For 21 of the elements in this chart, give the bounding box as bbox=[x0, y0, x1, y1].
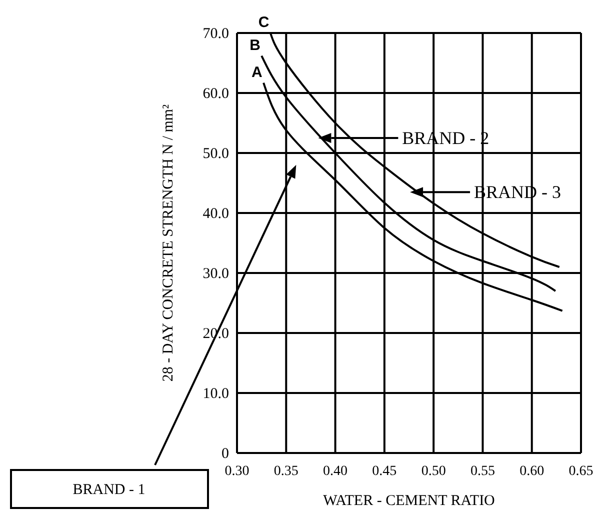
x-tick-label: 0.30 bbox=[224, 464, 250, 479]
y-tick-label: 40.0 bbox=[202, 206, 229, 222]
text: BRAND - 1 bbox=[72, 482, 146, 498]
series-label: B bbox=[250, 36, 261, 54]
y-tick-label: 0 bbox=[222, 446, 229, 462]
x-tick-label: 0.35 bbox=[274, 464, 298, 479]
x-tick-label: 0.60 bbox=[520, 464, 544, 479]
x-tick-label: 0.55 bbox=[470, 464, 495, 479]
x-axis-title: WATER - CEMENT RATIO bbox=[323, 493, 496, 509]
series-label: A bbox=[252, 64, 263, 81]
x-tick-label: 0.50 bbox=[421, 464, 446, 479]
x-tick-label: 0.40 bbox=[323, 464, 348, 479]
y-tick-label: 10.0 bbox=[202, 386, 229, 402]
x-tick-label: 0.45 bbox=[372, 464, 397, 479]
x-tick-label: 0.65 bbox=[568, 464, 594, 479]
y-tick-label: 30.0 bbox=[202, 266, 229, 282]
y-tick-label: 70.0 bbox=[202, 26, 229, 42]
y-tick-label: 50.0 bbox=[202, 146, 229, 162]
y-tick-label: 60.0 bbox=[202, 86, 229, 102]
y-axis-title: 28 - DAY CONCRETE STRENGTH N / mm² bbox=[160, 104, 176, 382]
series-label: C bbox=[258, 14, 270, 31]
